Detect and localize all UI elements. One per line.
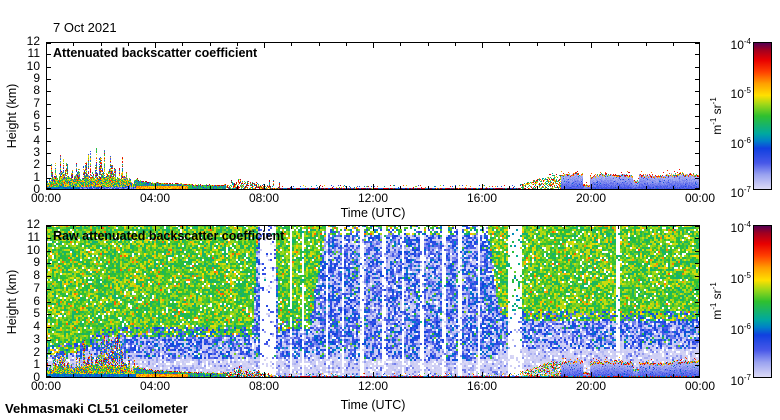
x-tick-label: 04:00: [139, 379, 171, 393]
y-tick-label: 11: [27, 229, 40, 244]
x-tick-label: 16:00: [466, 379, 498, 393]
colorbar-tick-label: 10-6: [730, 322, 751, 337]
y-tick-label: 0: [33, 370, 40, 384]
x-tick-label: 20:00: [575, 379, 607, 393]
x-tick-label: 12:00: [357, 379, 389, 393]
y-tick-label: 9: [33, 255, 40, 270]
x-tick-label: 08:00: [248, 191, 280, 205]
x-tick-label: 04:00: [139, 191, 171, 205]
y-tick-label: 0: [33, 182, 40, 196]
panel2-title: Raw attenuated backscatter coefficient: [53, 229, 285, 243]
panel2-xaxis-label: Time (UTC): [340, 398, 406, 412]
y-tick-label: 3: [33, 145, 40, 159]
colorbar-tick-label: 10-5: [730, 271, 751, 286]
x-tick-label: 00:00: [30, 191, 62, 205]
y-tick-label: 10: [26, 242, 40, 257]
raw-attenuated-backscatter-heatmap: [46, 225, 700, 378]
colorbar-tick-label: 10-4: [730, 37, 751, 52]
y-tick-label: 12: [26, 217, 40, 231]
x-tick-label: 00:00: [684, 191, 716, 205]
x-tick-label: 08:00: [248, 379, 280, 393]
x-tick-label: 00:00: [30, 379, 62, 393]
colorbar-tick-label: 10-4: [730, 220, 751, 235]
y-tick-label: 2: [33, 344, 40, 359]
colorbar-top: [753, 42, 772, 190]
y-tick-label: 9: [33, 71, 40, 85]
y-tick-label: 5: [33, 306, 40, 321]
date-label: 7 Oct 2021: [53, 20, 117, 35]
station-instrument-label: Vehmasmaki CL51 ceilometer: [5, 401, 188, 416]
colorbar-tick-label: 10-5: [730, 86, 751, 102]
colorbar-bottom: [753, 225, 772, 378]
y-tick-label: 5: [33, 120, 40, 135]
y-tick-label: 8: [33, 268, 40, 282]
y-tick-label: 12: [26, 34, 40, 48]
x-tick-label: 00:00: [684, 379, 716, 393]
y-tick-label: 4: [33, 319, 40, 333]
x-tick-label: 12:00: [357, 191, 389, 205]
y-tick-label: 8: [33, 83, 40, 98]
colorbar-tick-label: 10-7: [730, 373, 751, 388]
y-tick-label: 2: [33, 157, 40, 172]
y-tick-label: 11: [27, 46, 40, 61]
colorbar-tick-label: 10-6: [730, 135, 751, 151]
x-tick-label: 20:00: [575, 191, 607, 205]
attenuated-backscatter-heatmap: [46, 42, 700, 190]
panel1-title: Attenuated backscatter coefficient: [53, 46, 258, 60]
colorbar-tick-label: 10-7: [730, 185, 751, 200]
y-tick-label: 1: [33, 357, 40, 372]
x-tick-label: 16:00: [466, 191, 498, 205]
y-tick-label: 3: [33, 331, 40, 346]
y-tick-label: 6: [33, 293, 40, 308]
y-tick-label: 1: [33, 169, 40, 184]
y-tick-label: 7: [33, 280, 40, 295]
y-tick-label: 10: [26, 58, 40, 73]
y-tick-label: 6: [33, 108, 40, 122]
panel1-xaxis-label: Time (UTC): [340, 206, 406, 220]
y-tick-label: 7: [33, 95, 40, 110]
y-tick-label: 4: [33, 132, 40, 147]
